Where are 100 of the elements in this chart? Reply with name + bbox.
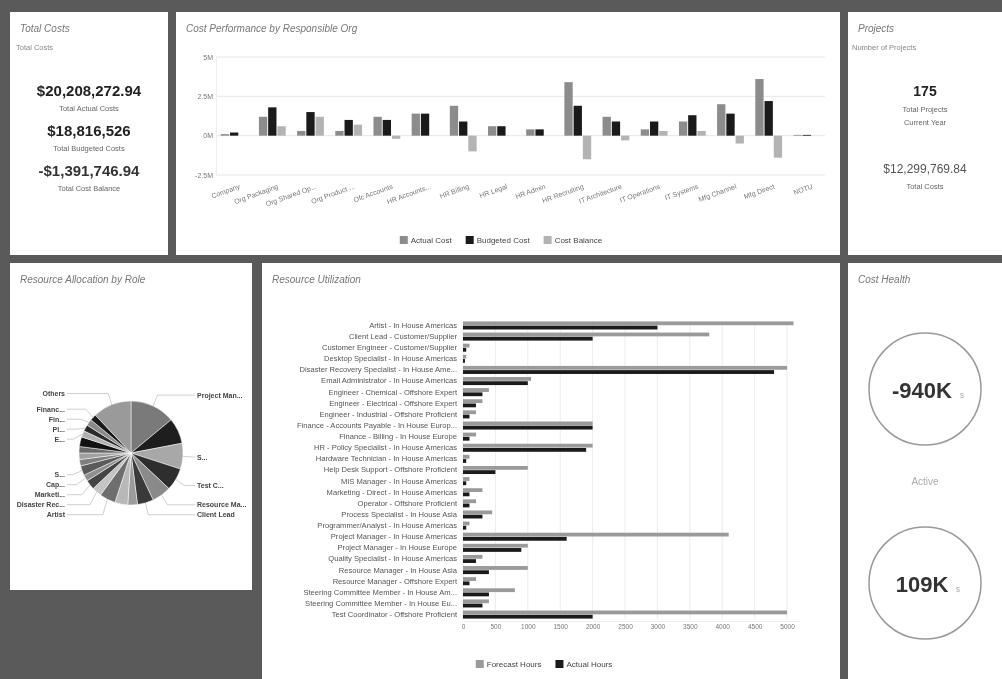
bar [382,119,392,136]
bar [277,126,286,136]
chart-title: Cost Performance by Responsible Org [186,23,358,34]
bar [463,388,489,392]
bar [463,554,483,559]
bar [564,82,573,136]
bar [463,588,515,593]
bar [353,124,363,136]
bar [463,488,483,493]
bar [463,599,489,604]
bar [688,115,697,136]
bar [463,514,483,519]
bar [463,403,476,408]
bar [463,410,476,415]
bar [463,536,567,541]
bar [463,559,476,563]
bar [463,543,528,548]
text: Cost Health [858,274,911,285]
bar [602,116,611,136]
bar [463,548,522,552]
bar [535,129,544,136]
bar [463,581,470,586]
chart-title: Resource Allocation by Role [20,274,146,285]
bar [488,126,497,136]
bar [764,101,773,136]
bar [463,566,528,570]
bar [335,130,344,136]
bar [678,121,688,136]
text: Total Costs [20,23,70,34]
bar [497,126,506,136]
bar [373,116,382,136]
bar [755,79,764,136]
bar [463,614,593,619]
text: $18,816,526 [47,122,131,139]
bar [726,113,735,136]
bar [463,570,489,575]
bar [463,336,593,341]
bar [463,425,593,430]
bar [773,135,783,158]
bar [649,121,659,136]
text: $12,299,769.84 [883,162,968,176]
bar [463,392,483,397]
bar [449,105,459,136]
bar [463,454,470,459]
bar [463,577,476,581]
legend-label: Forecast Hours [486,660,542,669]
bar [459,121,468,136]
bar [659,130,668,136]
bar [463,447,587,452]
legend-label: Cost Balance [554,236,603,245]
bar [463,477,470,481]
bar [463,370,775,374]
bar [611,121,621,136]
bar [463,481,467,486]
bar [582,135,592,160]
bar [229,132,239,136]
bar [306,112,315,136]
text: 175 [913,83,937,99]
bar [463,510,493,515]
bar [526,129,535,136]
bar [463,492,470,497]
text: -$1,391,746.94 [38,162,141,179]
bar [391,135,401,139]
bar [468,135,477,152]
bar [463,347,467,352]
text: 109K [895,572,949,597]
legend-label: Actual Hours [566,660,613,669]
text: Resource Utilization [272,274,362,285]
bar [463,381,528,386]
bar [258,116,268,136]
bar [463,321,794,326]
bar [697,130,706,136]
bar [315,116,324,136]
legend-label: Budgeted Cost [476,236,531,245]
bar [344,119,353,136]
bar [640,129,650,136]
bar [463,377,532,381]
bar [463,443,593,448]
bar [735,135,744,144]
text: -940K [892,378,953,403]
bar [573,105,582,136]
bar [463,421,593,426]
bar [297,130,306,136]
bar [420,113,430,136]
bar [463,465,528,470]
bar [463,499,476,504]
bar [717,104,726,136]
text: Active [911,476,940,487]
bar [463,399,483,404]
bar [463,525,467,530]
bar [268,107,277,136]
bar [463,436,470,441]
bar [411,113,420,136]
bar [463,365,788,370]
text: Projects [858,23,895,34]
bar [463,470,496,475]
bar [463,459,467,463]
text: $20,208,272.94 [36,82,142,99]
bar [463,532,729,537]
legend-label: Actual Cost [410,236,453,245]
